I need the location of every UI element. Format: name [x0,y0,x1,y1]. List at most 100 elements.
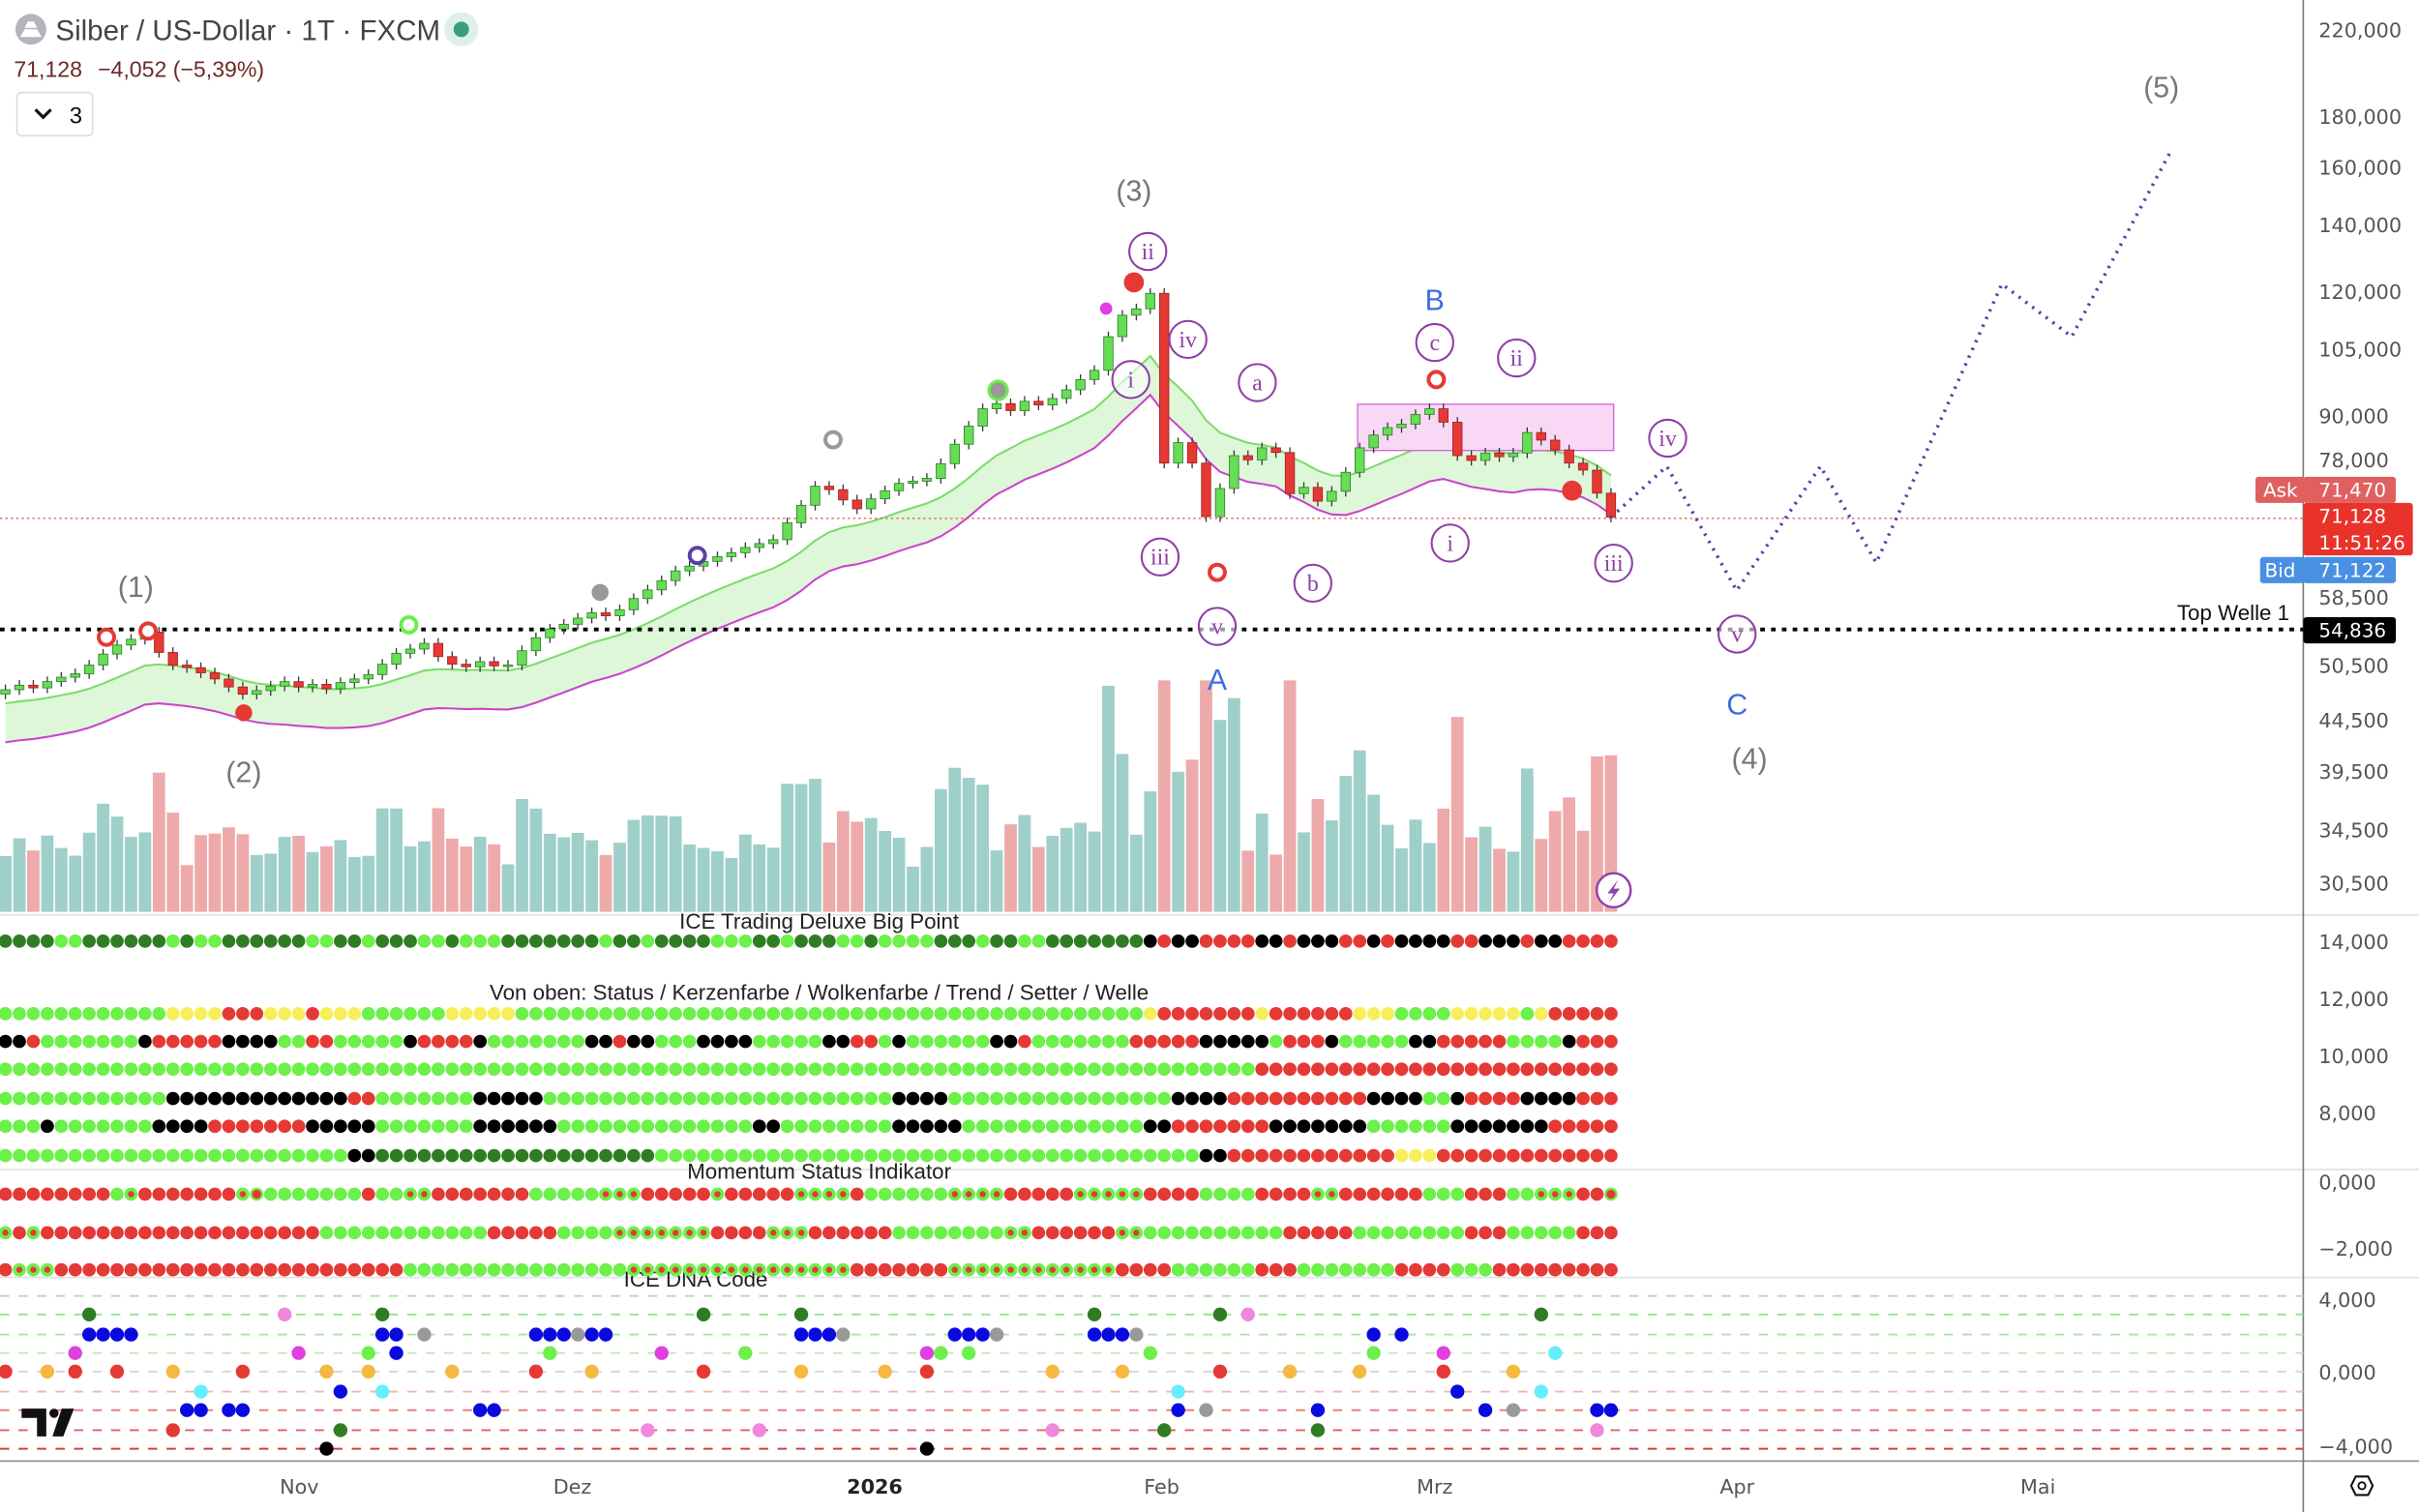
candle[interactable] [1061,389,1072,400]
candle[interactable] [964,426,974,445]
candle[interactable] [1550,439,1561,451]
candle[interactable] [293,681,304,688]
candle[interactable] [1479,452,1491,461]
candle[interactable] [376,664,388,675]
candle[interactable] [502,665,514,667]
candle[interactable] [1564,449,1574,464]
candle[interactable] [28,684,39,689]
lightning-icon[interactable] [1595,872,1632,908]
candle[interactable] [1257,447,1268,460]
candle[interactable] [586,612,597,619]
candle[interactable] [782,522,792,541]
tradingview-logo[interactable] [21,1408,75,1437]
candle[interactable] [279,681,290,687]
candle[interactable] [1186,442,1198,464]
indicators-toggle-button[interactable]: 3 [15,91,94,137]
candle[interactable] [642,589,653,600]
candle[interactable] [1312,487,1324,502]
candle[interactable] [558,623,569,630]
candle[interactable] [1005,402,1016,411]
candle[interactable] [810,486,821,506]
candle[interactable] [252,690,262,696]
candle[interactable] [1452,422,1463,457]
candle[interactable] [56,676,67,683]
wave-projection-path[interactable] [1609,152,2171,594]
candle[interactable] [111,644,123,655]
candle[interactable] [1214,488,1226,518]
candle[interactable] [908,480,918,485]
candle[interactable] [265,685,276,692]
candle[interactable] [740,547,751,553]
candle[interactable] [1466,455,1477,461]
candle[interactable] [474,661,486,667]
symbol-title[interactable]: Silber / US-Dollar · 1T · FXCM [55,15,440,46]
candle[interactable] [1089,370,1100,380]
candle[interactable] [1494,452,1505,458]
candle[interactable] [893,483,905,491]
candle[interactable] [517,650,527,666]
candle[interactable] [307,683,318,688]
candle[interactable] [1270,447,1281,454]
candle[interactable] [1508,452,1519,458]
candle[interactable] [1019,400,1030,411]
settings-hex-icon[interactable] [2349,1475,2374,1497]
candle[interactable] [1131,308,1142,316]
candle[interactable] [671,570,681,581]
price-axis[interactable]: 220,000180,000160,000140,000120,000105,0… [2318,18,2402,1458]
candle[interactable] [98,653,108,666]
candle[interactable] [684,565,695,572]
candle[interactable] [754,543,764,548]
candle[interactable] [1117,314,1128,338]
candle[interactable] [628,598,640,610]
candle[interactable] [1229,455,1239,489]
candle[interactable] [1355,447,1365,473]
candle[interactable] [1033,400,1044,406]
candle[interactable] [224,678,234,688]
candle[interactable] [851,499,862,510]
candle[interactable] [489,661,499,667]
candle[interactable] [1382,427,1393,436]
candle[interactable] [83,665,95,674]
candle[interactable] [795,504,807,523]
candle[interactable] [921,478,933,482]
candle[interactable] [949,443,960,464]
candle[interactable] [1284,452,1296,494]
candle[interactable] [237,686,249,696]
candle[interactable] [1396,424,1407,429]
candle[interactable] [1173,442,1183,464]
candle[interactable] [712,556,723,562]
candle[interactable] [42,681,53,689]
candle[interactable] [154,632,164,653]
candle[interactable] [1201,462,1211,518]
candle[interactable] [1242,455,1253,460]
candle[interactable] [1299,487,1309,494]
candle[interactable] [1340,471,1351,492]
candle[interactable] [404,648,416,654]
candle[interactable] [126,638,136,646]
candle[interactable] [600,612,612,616]
candle[interactable] [335,682,346,690]
candle[interactable] [977,408,988,427]
candle[interactable] [209,672,221,680]
candle[interactable] [726,551,737,557]
candle[interactable] [1410,414,1421,425]
candle[interactable] [530,637,542,652]
candle[interactable] [1592,469,1602,494]
candle[interactable] [14,684,25,691]
candle[interactable] [1438,408,1448,423]
candle[interactable] [991,402,1002,409]
candle[interactable] [0,689,11,695]
candle[interactable] [1522,431,1533,454]
candle[interactable] [167,652,178,666]
candle[interactable] [1536,431,1546,441]
candle[interactable] [1327,490,1337,502]
candle[interactable] [1368,434,1379,449]
candle[interactable] [349,678,360,683]
candle[interactable] [1159,292,1170,464]
candle[interactable] [419,642,430,650]
candle[interactable] [321,683,332,690]
candle[interactable] [768,539,779,545]
candle[interactable] [433,642,444,658]
candle[interactable] [838,489,849,501]
